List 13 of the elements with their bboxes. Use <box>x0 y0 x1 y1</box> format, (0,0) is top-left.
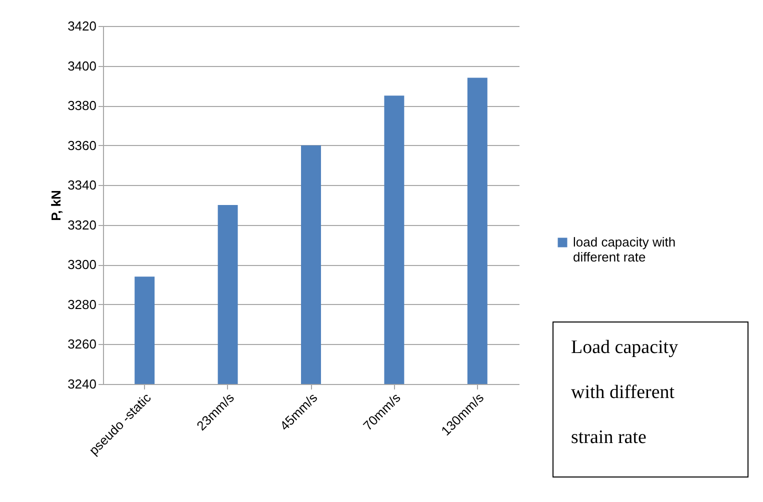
y-tick-label: 3260 <box>68 336 96 352</box>
y-tick-label: 3380 <box>68 98 96 114</box>
y-axis-title: P, kN <box>48 190 64 221</box>
y-tick-label: 3400 <box>68 58 96 74</box>
text: Load capacity with different strain rate <box>571 337 678 448</box>
y-tick-label: 3320 <box>68 217 96 232</box>
y-tick-label: 3280 <box>68 296 96 312</box>
y-tick-label: 3340 <box>68 178 96 193</box>
y-tick-label: 3300 <box>68 257 96 272</box>
y-tick-label: 3360 <box>68 138 96 153</box>
y-tick-label: 3420 <box>68 18 96 34</box>
y-tick-label: 3240 <box>68 376 96 392</box>
legend-label: load capacity with different rate <box>573 234 676 264</box>
